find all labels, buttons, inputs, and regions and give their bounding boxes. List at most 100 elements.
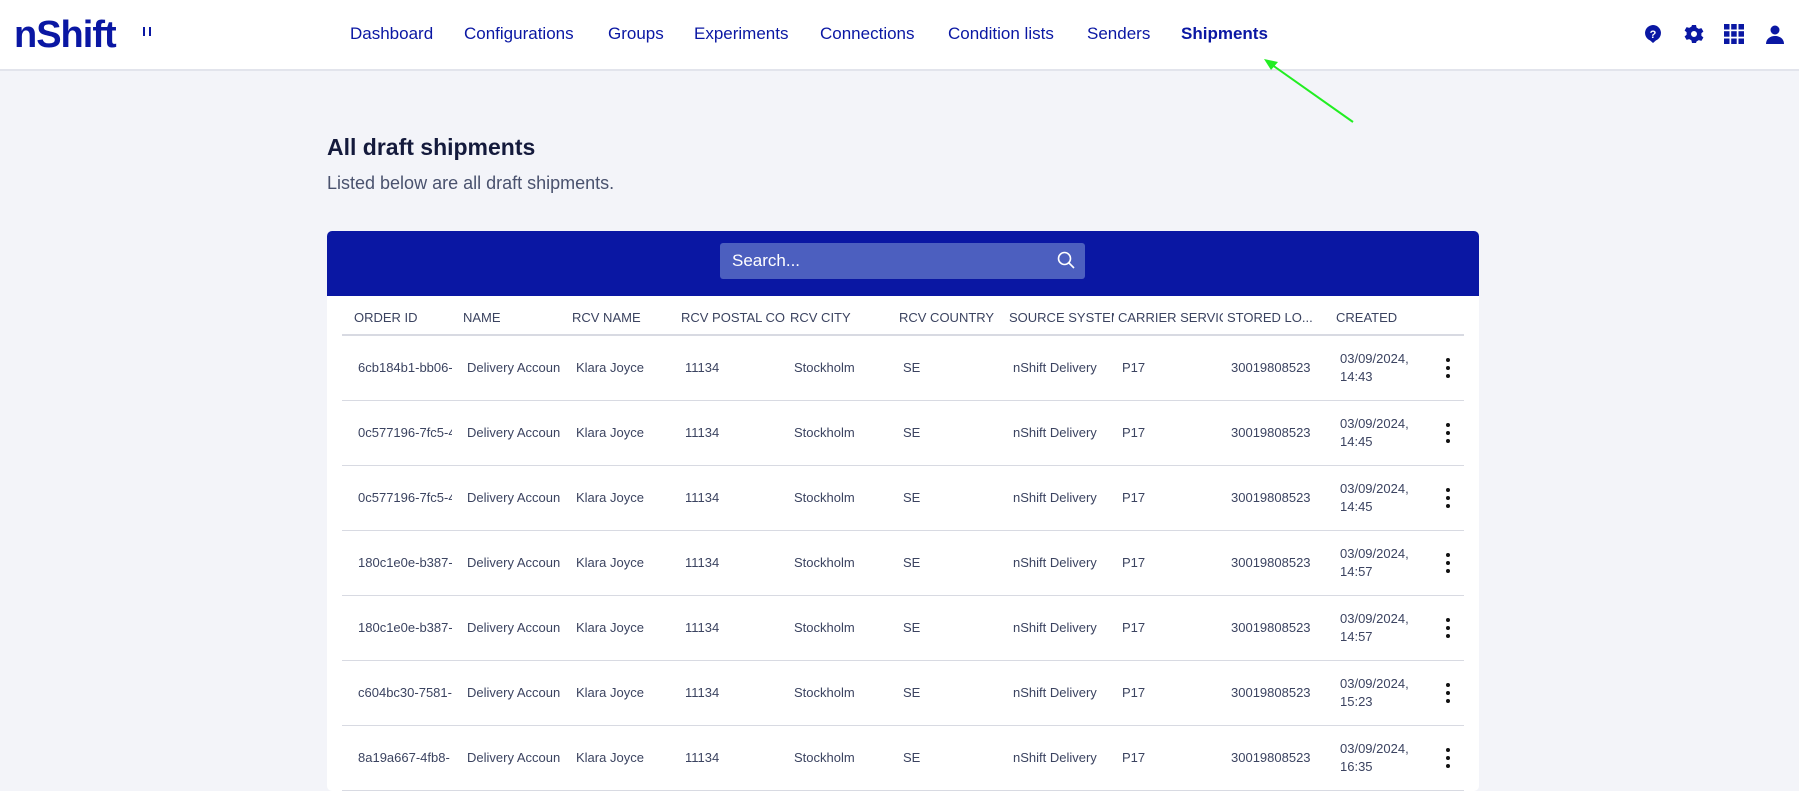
cell-rcv-country: SE [903,750,921,765]
cell-stored-lo: 30019808523 [1231,685,1311,700]
column-header-carrier-servic[interactable]: CARRIER SERVIC [1118,310,1223,325]
gear-icon[interactable] [1684,24,1704,44]
column-header-rcv-name[interactable]: RCV NAME [572,310,641,325]
cell-carrier-servic: P17 [1122,555,1146,570]
nshift-logo[interactable]: nShift [14,14,117,56]
cell-source-system: nShift Delivery [1013,425,1097,440]
cell-name: Delivery Accoun [467,360,561,375]
column-header-name[interactable]: NAME [463,310,501,325]
search-icon[interactable] [1057,251,1075,269]
cell-created: 03/09/2024, 14:57 [1340,611,1409,644]
cell-rcv-city: Stockholm [794,425,855,440]
cell-name: Delivery Accoun [467,425,561,440]
column-header-source-system[interactable]: SOURCE SYSTEM [1009,310,1114,325]
cell-carrier-servic: P17 [1122,620,1146,635]
top-navigation-bar: nShift Dashboard Configurations Groups Expe… [0,0,1799,71]
page-subtitle: Listed below are all draft shipments. [327,173,615,193]
column-header-rcv-city[interactable]: RCV CITY [790,310,851,325]
cell-source-system: nShift Delivery [1013,750,1097,765]
nav-groups[interactable]: Groups [608,24,664,43]
cell-rcv-postal-co: 11134 [685,360,720,375]
cell-rcv-name: Klara Joyce [576,750,644,765]
table-body: 6cb184b1-bb06- Delivery Accoun Klara Joyce… [327,336,1479,791]
cell-name: Delivery Accoun [467,620,561,635]
cell-rcv-name: Klara Joyce [576,620,644,635]
table-row[interactable]: c604bc30-7581- Delivery Accoun Klara Joyce… [342,661,1464,726]
column-header-rcv-postal-co[interactable]: RCV POSTAL CO [681,310,786,325]
cell-created: 03/09/2024, 14:45 [1340,416,1409,449]
table-row[interactable]: 180c1e0e-b387- Delivery Accoun Klara Joyce… [342,596,1464,661]
row-actions-kebab-icon[interactable] [1445,618,1451,640]
cell-source-system: nShift Delivery [1013,685,1097,700]
row-actions-kebab-icon[interactable] [1445,683,1451,705]
cell-stored-lo: 30019808523 [1231,750,1311,765]
cell-created: 03/09/2024, 14:45 [1340,481,1409,514]
search-input[interactable]: Search... [720,243,1085,279]
apps-grid-icon[interactable] [1724,24,1744,44]
cell-rcv-country: SE [903,360,921,375]
cell-rcv-name: Klara Joyce [576,555,644,570]
cell-name: Delivery Accoun [467,685,561,700]
cell-rcv-name: Klara Joyce [576,425,644,440]
cell-carrier-servic: P17 [1122,425,1146,440]
nav-experiments[interactable]: Experiments [694,24,789,43]
row-actions-kebab-icon[interactable] [1445,488,1451,510]
cell-carrier-servic: P17 [1122,360,1146,375]
row-actions-kebab-icon[interactable] [1445,358,1451,380]
cell-rcv-postal-co: 11134 [685,555,720,570]
column-header-rcv-country[interactable]: RCV COUNTRY [899,310,995,325]
cell-rcv-city: Stockholm [794,360,855,375]
cell-stored-lo: 30019808523 [1231,425,1311,440]
row-actions-kebab-icon[interactable] [1445,423,1451,445]
cell-order-id: c604bc30-7581- [358,685,452,700]
row-actions-kebab-icon[interactable] [1445,748,1451,770]
nav-senders[interactable]: Senders [1087,24,1151,43]
cell-rcv-postal-co: 11134 [685,620,720,635]
cell-rcv-name: Klara Joyce [576,490,644,505]
column-header-order-id[interactable]: ORDER ID [354,310,418,325]
cell-rcv-city: Stockholm [794,750,855,765]
cell-rcv-postal-co: 11134 [685,425,720,440]
cell-rcv-city: Stockholm [794,490,855,505]
nav-dashboard[interactable]: Dashboard [350,24,434,43]
cell-created: 03/09/2024, 16:35 [1340,741,1409,774]
help-icon[interactable]: ? [1643,24,1663,44]
row-actions-kebab-icon[interactable] [1445,553,1451,575]
cell-order-id: 180c1e0e-b387- [358,620,452,635]
cell-rcv-city: Stockholm [794,685,855,700]
logo-bars-decoration [143,27,151,36]
cell-carrier-servic: P17 [1122,750,1146,765]
table-row[interactable]: 0c577196-7fc5-4 Delivery Accoun Klara Joyc… [342,401,1464,466]
nav-shipments[interactable]: Shipments [1181,24,1268,43]
cell-rcv-postal-co: 11134 [685,750,720,765]
user-icon[interactable] [1765,24,1785,44]
cell-rcv-country: SE [903,490,921,505]
column-header-created[interactable]: CREATED [1336,310,1398,325]
cell-rcv-city: Stockholm [794,620,855,635]
cell-carrier-servic: P17 [1122,490,1146,505]
cell-rcv-country: SE [903,555,921,570]
svg-text:?: ? [1650,29,1657,41]
cell-rcv-name: Klara Joyce [576,685,644,700]
cell-source-system: nShift Delivery [1013,555,1097,570]
cell-rcv-country: SE [903,685,921,700]
nav-condition-lists[interactable]: Condition lists [948,24,1054,43]
cell-source-system: nShift Delivery [1013,620,1097,635]
column-header-stored-lo[interactable]: STORED LO... [1227,310,1313,325]
table-row[interactable]: 8a19a667-4fb8- Delivery Accoun Klara Joyce… [342,726,1464,791]
search-placeholder: Search... [732,251,801,270]
table-header-row: ORDER ID NAME RCV NAME RCV POSTAL CO RCV CIT… [342,296,1464,336]
nav-configurations[interactable]: Configurations [464,24,574,43]
cell-created: 03/09/2024, 14:43 [1340,351,1409,384]
cell-order-id: 8a19a667-4fb8- [358,750,450,765]
cell-source-system: nShift Delivery [1013,490,1097,505]
table-row[interactable]: 6cb184b1-bb06- Delivery Accoun Klara Joyce… [342,336,1464,401]
table-row[interactable]: 180c1e0e-b387- Delivery Accoun Klara Joyce… [342,531,1464,596]
table-row[interactable]: 0c577196-7fc5-4 Delivery Accoun Klara Joyc… [342,466,1464,531]
cell-stored-lo: 30019808523 [1231,490,1311,505]
cell-order-id: 6cb184b1-bb06- [358,360,452,375]
cell-rcv-postal-co: 11134 [685,685,720,700]
nav-connections[interactable]: Connections [820,24,915,43]
cell-rcv-name: Klara Joyce [576,360,644,375]
cell-stored-lo: 30019808523 [1231,620,1311,635]
